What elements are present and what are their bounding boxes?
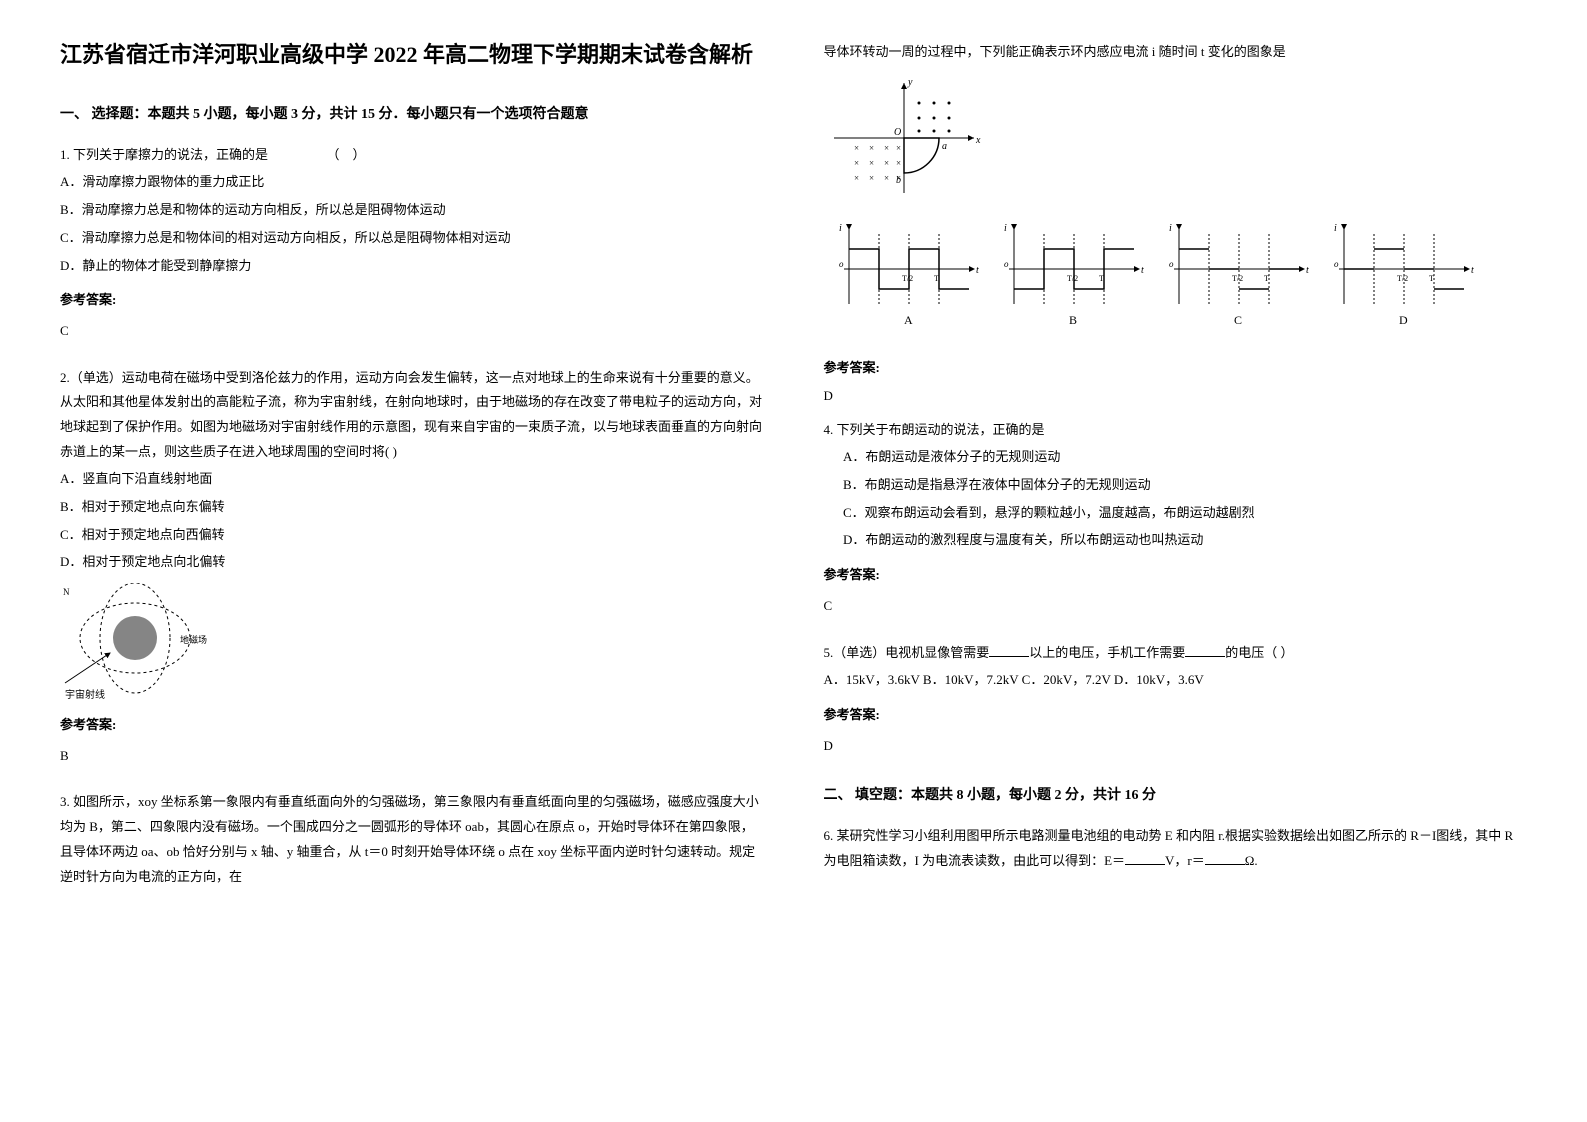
q1-optA: A．滑动摩擦力跟物体的重力成正比 xyxy=(60,170,764,195)
q5-stem-prefix: 5.（单选）电视机显像管需要 xyxy=(824,645,990,660)
q5-options: A．15kV，3.6kV B．10kV，7.2kV C．20kV，7.2V D．… xyxy=(824,668,1528,693)
exam-title: 江苏省宿迁市洋河职业高级中学 2022 年高二物理下学期期末试卷含解析 xyxy=(60,40,764,71)
svg-text:i: i xyxy=(1334,223,1337,234)
svg-text:×: × xyxy=(854,173,859,183)
q2-figure-earth: N 地磁场 宇宙射线 xyxy=(60,583,210,703)
svg-text:×: × xyxy=(896,143,901,153)
q1-stem: 1. 下列关于摩擦力的说法，正确的是 （ ） xyxy=(60,143,764,168)
q3-stem: 3. 如图所示，xoy 坐标系第一象限内有垂直纸面向外的匀强磁场，第三象限内有垂… xyxy=(60,790,764,889)
q4-optB: B．布朗运动是指悬浮在液体中固体分子的无规则运动 xyxy=(824,473,1528,498)
svg-text:o: o xyxy=(839,259,844,269)
question-5: 5.（单选）电视机显像管需要 以上的电压，手机工作需要 的电压（ ） A．15kV，… xyxy=(824,641,1528,765)
svg-text:×: × xyxy=(884,158,889,168)
q5-stem: 5.（单选）电视机显像管需要 以上的电压，手机工作需要 的电压（ ） xyxy=(824,641,1528,666)
svg-text:×: × xyxy=(884,143,889,153)
q6-blank1 xyxy=(1125,851,1165,865)
q3-figure-options: i t o T/2 T A i t o T/2 T B xyxy=(824,219,1484,339)
q4-optA: A．布朗运动是液体分子的无规则运动 xyxy=(824,445,1528,470)
q2-answer-label: 参考答案: xyxy=(60,713,764,738)
q3-answer: D xyxy=(824,388,1528,404)
q4-optC: C．观察布朗运动会看到，悬浮的颗粒越小，温度越高，布朗运动越剧烈 xyxy=(824,501,1528,526)
q5-answer-label: 参考答案: xyxy=(824,703,1528,728)
svg-text:×: × xyxy=(884,173,889,183)
q6-stem: 6. 某研究性学习小组利用图甲所示电路测量电池组的电动势 E 和内阻 r.根据实… xyxy=(824,824,1528,873)
q4-optD: D．布朗运动的激烈程度与温度有关，所以布朗运动也叫热运动 xyxy=(824,528,1528,553)
svg-text:C: C xyxy=(1234,313,1242,327)
svg-text:×: × xyxy=(854,143,859,153)
svg-text:O: O xyxy=(894,127,901,138)
q5-stem-suffix: 的电压（ ） xyxy=(1225,645,1293,660)
left-column: 江苏省宿迁市洋河职业高级中学 2022 年高二物理下学期期末试卷含解析 一、 选… xyxy=(60,40,764,1082)
q3-answer-label: 参考答案: xyxy=(824,357,1528,376)
svg-text:×: × xyxy=(854,158,859,168)
svg-text:o: o xyxy=(1334,259,1339,269)
q1-optC: C．滑动摩擦力总是和物体间的相对运动方向相反，所以总是阻碍物体相对运动 xyxy=(60,226,764,251)
q2-optD: D．相对于预定地点向北偏转 xyxy=(60,550,764,575)
svg-text:N: N xyxy=(63,587,70,597)
svg-text:T/2: T/2 xyxy=(902,274,913,283)
q2-optA: A．竖直向下沿直线射地面 xyxy=(60,467,764,492)
q5-blank1 xyxy=(989,643,1029,657)
q2-optC: C．相对于预定地点向西偏转 xyxy=(60,523,764,548)
cosmic-ray-label: 宇宙射线 xyxy=(65,688,105,701)
svg-text:y: y xyxy=(907,77,913,88)
question-3: 3. 如图所示，xoy 坐标系第一象限内有垂直纸面向外的匀强磁场，第三象限内有垂… xyxy=(60,790,764,889)
q5-blank2 xyxy=(1185,643,1225,657)
svg-text:A: A xyxy=(904,313,913,327)
q2-optB: B．相对于预定地点向东偏转 xyxy=(60,495,764,520)
svg-text:B: B xyxy=(1069,313,1077,327)
svg-text:t: t xyxy=(1141,265,1144,276)
svg-text:t: t xyxy=(1471,265,1474,276)
q3-figure-field: x y O ×××× ×××× ×××× a b xyxy=(824,73,984,203)
section1-header: 一、 选择题：本题共 5 小题，每小题 3 分，共计 15 分．每小题只有一个选… xyxy=(60,103,764,123)
q2-answer: B xyxy=(60,744,764,769)
q5-answer: D xyxy=(824,734,1528,759)
question-1: 1. 下列关于摩擦力的说法，正确的是 （ ） A．滑动摩擦力跟物体的重力成正比 … xyxy=(60,143,764,350)
svg-text:×: × xyxy=(869,143,874,153)
q3-stem2: 导体环转动一周的过程中，下列能正确表示环内感应电流 i 随时间 t 变化的图象是 xyxy=(824,40,1528,65)
svg-text:T: T xyxy=(1429,274,1434,283)
question-4: 4. 下列关于布朗运动的说法，正确的是 A．布朗运动是液体分子的无规则运动 B．… xyxy=(824,418,1528,625)
section2-header: 二、 填空题：本题共 8 小题，每小题 2 分，共计 16 分 xyxy=(824,784,1528,804)
svg-text:×: × xyxy=(896,158,901,168)
q4-answer-label: 参考答案: xyxy=(824,563,1528,588)
svg-text:b: b xyxy=(896,175,901,186)
q1-answer: C xyxy=(60,319,764,344)
svg-text:×: × xyxy=(869,158,874,168)
svg-text:o: o xyxy=(1004,259,1009,269)
svg-text:T/2: T/2 xyxy=(1232,274,1243,283)
right-column: 导体环转动一周的过程中，下列能正确表示环内感应电流 i 随时间 t 变化的图象是… xyxy=(824,40,1528,1082)
svg-text:t: t xyxy=(1306,265,1309,276)
svg-text:x: x xyxy=(975,135,981,146)
q6-stem-suffix: Ω. xyxy=(1245,853,1258,868)
svg-text:o: o xyxy=(1169,259,1174,269)
q6-stem-mid: V，r＝ xyxy=(1165,853,1205,868)
question-6: 6. 某研究性学习小组利用图甲所示电路测量电池组的电动势 E 和内阻 r.根据实… xyxy=(824,824,1528,873)
svg-text:T/2: T/2 xyxy=(1397,274,1408,283)
svg-text:t: t xyxy=(976,265,979,276)
q5-stem-mid: 以上的电压，手机工作需要 xyxy=(1029,645,1185,660)
q6-blank2 xyxy=(1205,851,1245,865)
svg-text:i: i xyxy=(839,223,842,234)
q1-optD: D．静止的物体才能受到静摩擦力 xyxy=(60,254,764,279)
svg-text:地磁场: 地磁场 xyxy=(180,634,207,645)
q2-stem: 2.（单选）运动电荷在磁场中受到洛伦兹力的作用，运动方向会发生偏转，这一点对地球… xyxy=(60,366,764,465)
svg-text:i: i xyxy=(1169,223,1172,234)
q4-stem: 4. 下列关于布朗运动的说法，正确的是 xyxy=(824,418,1528,443)
svg-text:×: × xyxy=(869,173,874,183)
q1-answer-label: 参考答案: xyxy=(60,288,764,313)
question-2: 2.（单选）运动电荷在磁场中受到洛伦兹力的作用，运动方向会发生偏转，这一点对地球… xyxy=(60,366,764,775)
svg-text:D: D xyxy=(1399,313,1408,327)
q1-optB: B．滑动摩擦力总是和物体的运动方向相反，所以总是阻碍物体运动 xyxy=(60,198,764,223)
svg-text:i: i xyxy=(1004,223,1007,234)
q4-answer: C xyxy=(824,594,1528,619)
svg-text:a: a xyxy=(942,141,947,152)
svg-text:T/2: T/2 xyxy=(1067,274,1078,283)
svg-text:T: T xyxy=(1264,274,1269,283)
